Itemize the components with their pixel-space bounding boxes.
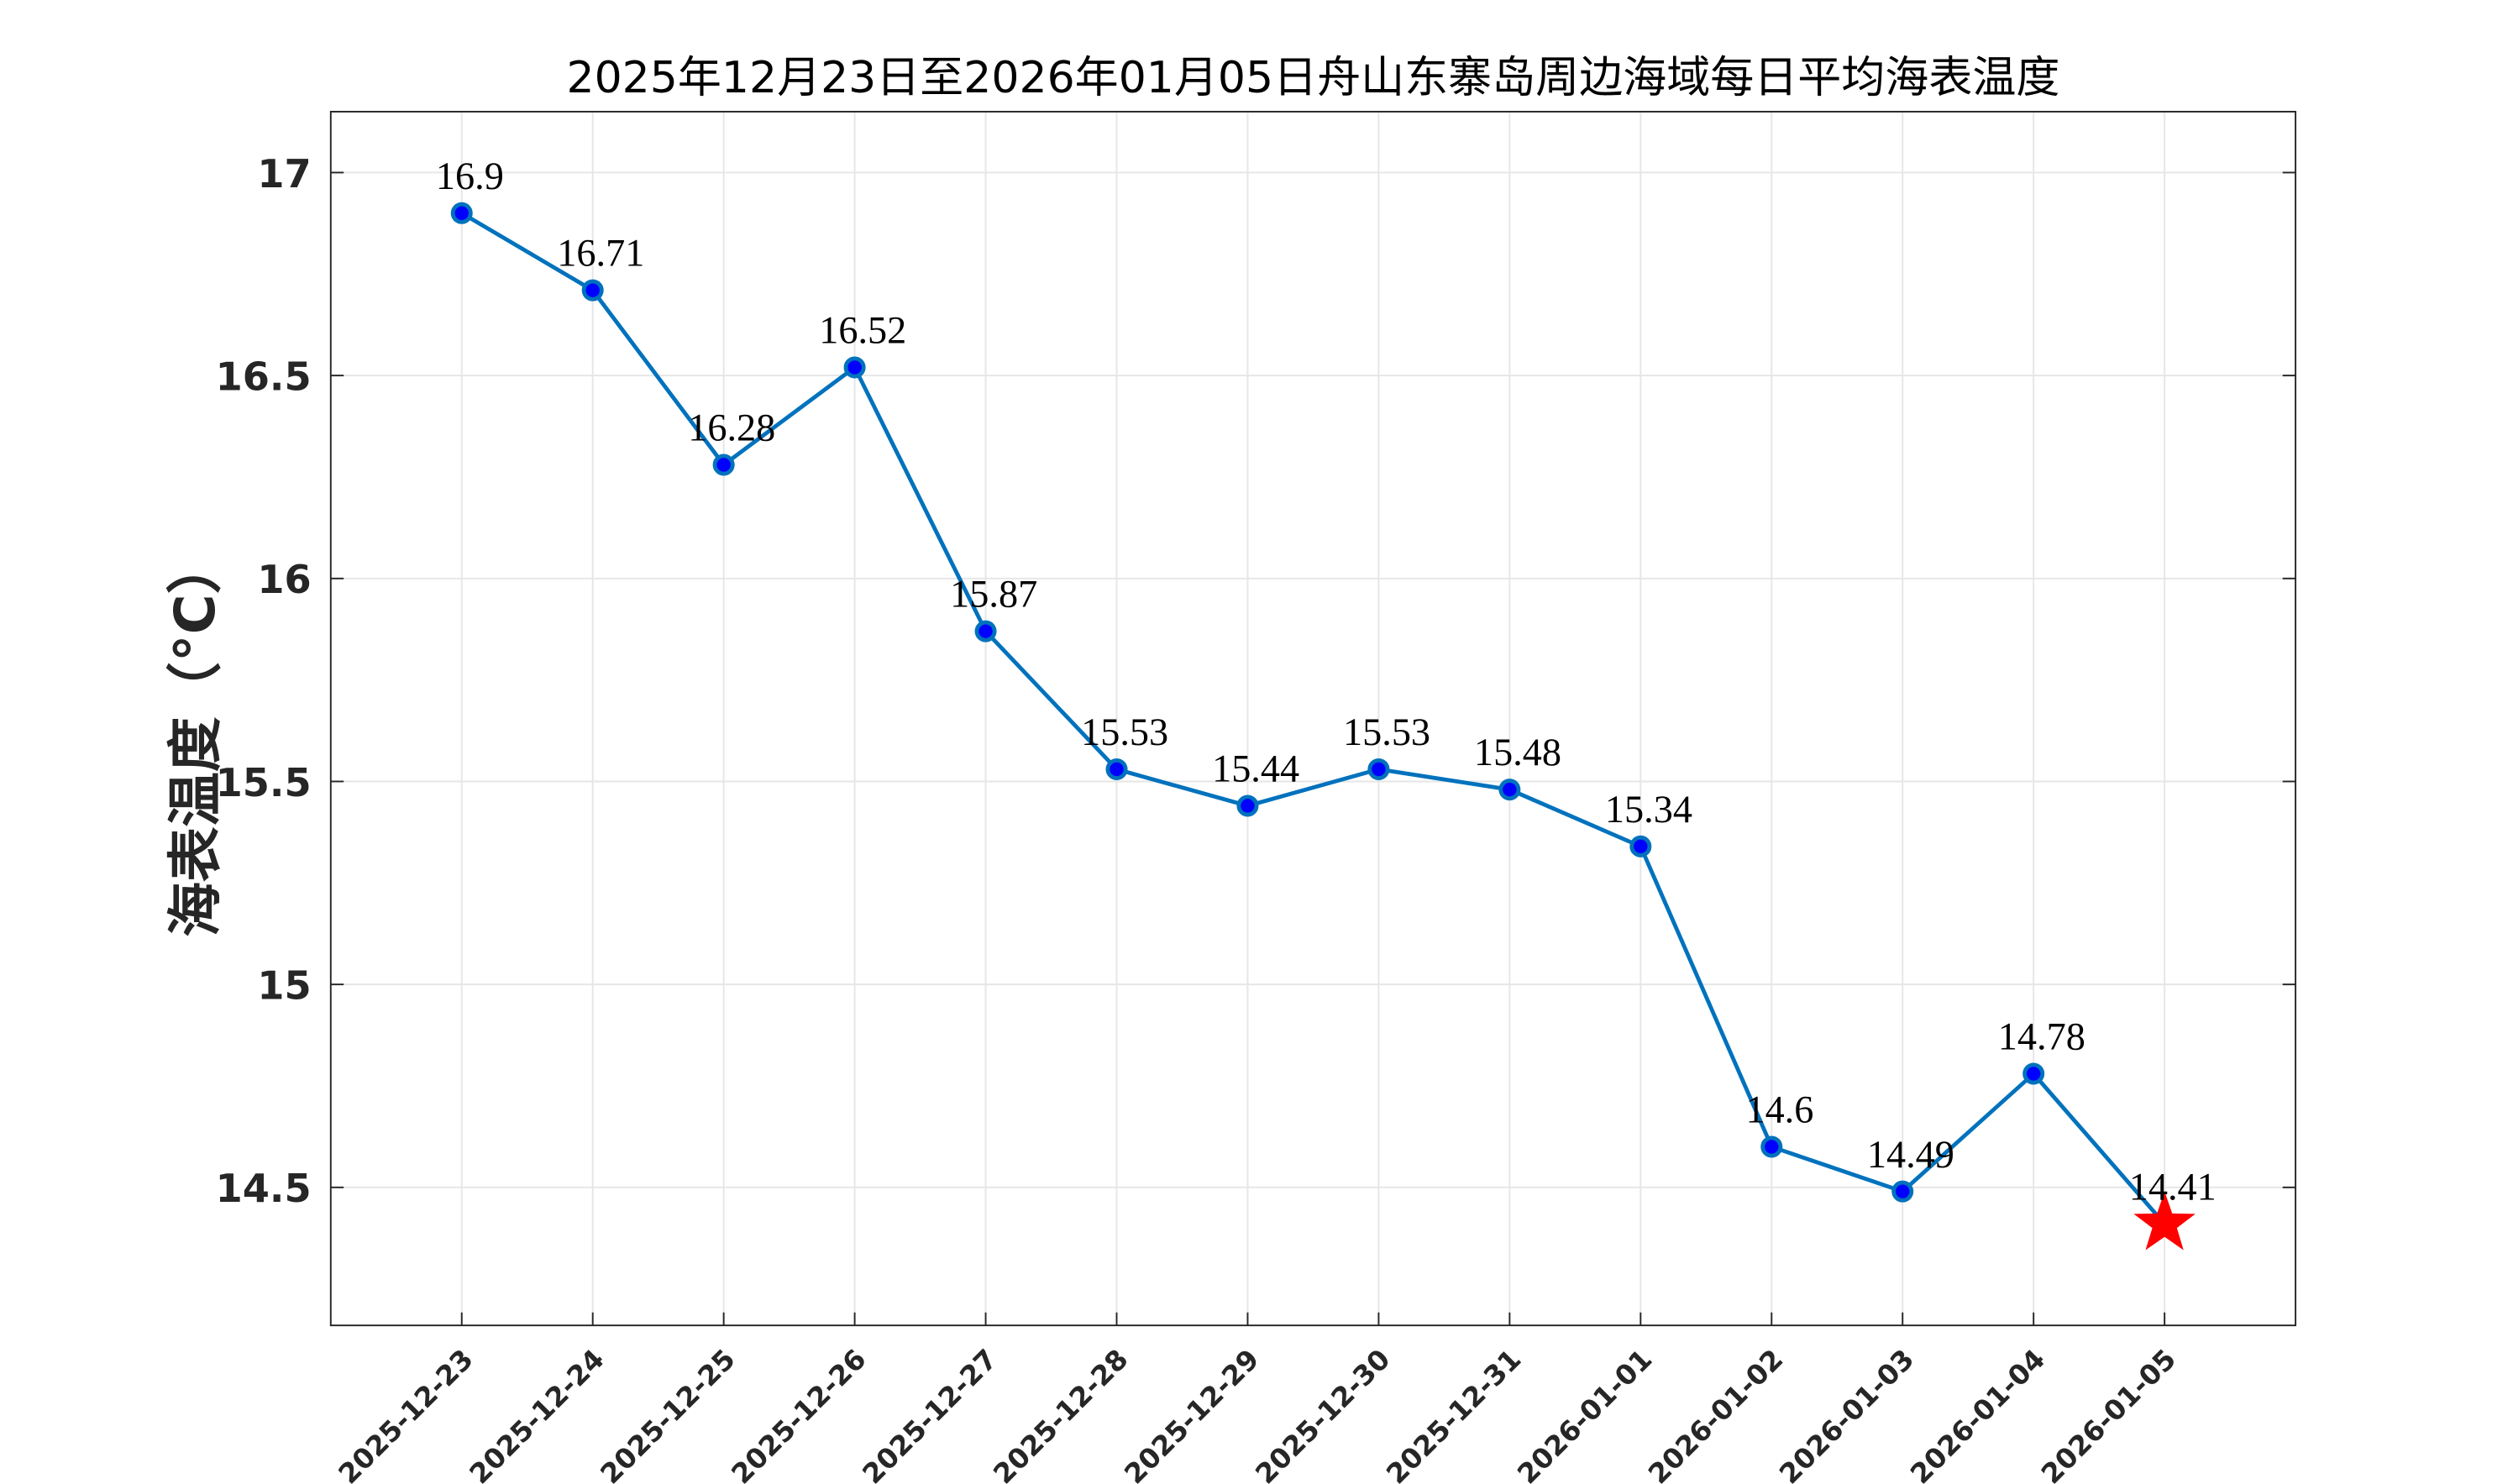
star-marker (2133, 1191, 2196, 1251)
x-tick-label: 2025-12-28 (988, 1343, 1135, 1484)
data-point (581, 279, 604, 302)
x-tick-label: 2025-12-26 (726, 1343, 873, 1484)
data-label: 16.71 (557, 233, 644, 275)
x-tick-label: 2025-12-29 (1119, 1343, 1266, 1484)
data-label: 14.41 (2129, 1166, 2217, 1209)
data-label: 14.78 (1998, 1016, 2085, 1059)
y-tick-label: 15 (257, 962, 311, 1008)
data-point (1629, 835, 1652, 857)
data-label: 15.34 (1605, 789, 1692, 831)
data-label: 14.49 (1867, 1134, 1954, 1177)
x-tick-label: 2026-01-04 (1904, 1343, 2051, 1484)
y-tick-label: 17 (257, 151, 311, 197)
chart-title: 2025年12月23日至2026年01月05日舟山东寨岛周边海域每日平均海表温度 (566, 53, 2059, 103)
x-tick-label: 2026-01-02 (1642, 1343, 1789, 1484)
data-point (974, 620, 997, 642)
data-point (1236, 794, 1259, 817)
data-point (1891, 1180, 1914, 1203)
data-point (2022, 1062, 2045, 1085)
data-point (1105, 758, 1128, 780)
y-tick-label: 16 (257, 557, 311, 602)
x-tick-label: 2025-12-31 (1380, 1343, 1527, 1484)
data-label: 15.87 (950, 574, 1037, 616)
data-point (1367, 758, 1390, 780)
x-tick-label: 2026-01-05 (2035, 1343, 2182, 1484)
x-tick-label: 2025-12-25 (595, 1343, 742, 1484)
plot-area-border (329, 110, 2297, 1327)
series-line (460, 211, 2166, 1225)
data-label: 15.53 (1343, 711, 1430, 754)
data-point (1498, 779, 1521, 801)
x-tick-label: 2025-12-23 (333, 1343, 480, 1484)
data-point (450, 202, 473, 224)
data-label: 16.9 (436, 155, 504, 198)
data-point (712, 454, 735, 476)
x-tick-label: 2025-12-24 (464, 1343, 611, 1484)
x-tick-label: 2025-12-27 (857, 1343, 1004, 1484)
data-point (1760, 1135, 1783, 1158)
x-tick-label: 2025-12-30 (1249, 1343, 1396, 1484)
data-point (843, 356, 866, 379)
y-tick-label: 14.5 (216, 1166, 312, 1211)
data-label: 16.52 (819, 310, 906, 353)
data-label: 15.44 (1212, 748, 1299, 791)
data-label: 16.28 (688, 407, 775, 450)
y-tick-label: 16.5 (216, 354, 312, 399)
y-axis-label: 海表温度（°C） (164, 539, 228, 937)
y-tick-label: 15.5 (216, 760, 312, 805)
x-tick-label: 2026-01-01 (1511, 1343, 1658, 1484)
data-label: 14.6 (1745, 1089, 1813, 1132)
data-label: 15.48 (1474, 732, 1561, 774)
x-tick-label: 2026-01-03 (1773, 1343, 1920, 1484)
data-label: 15.53 (1081, 711, 1168, 754)
